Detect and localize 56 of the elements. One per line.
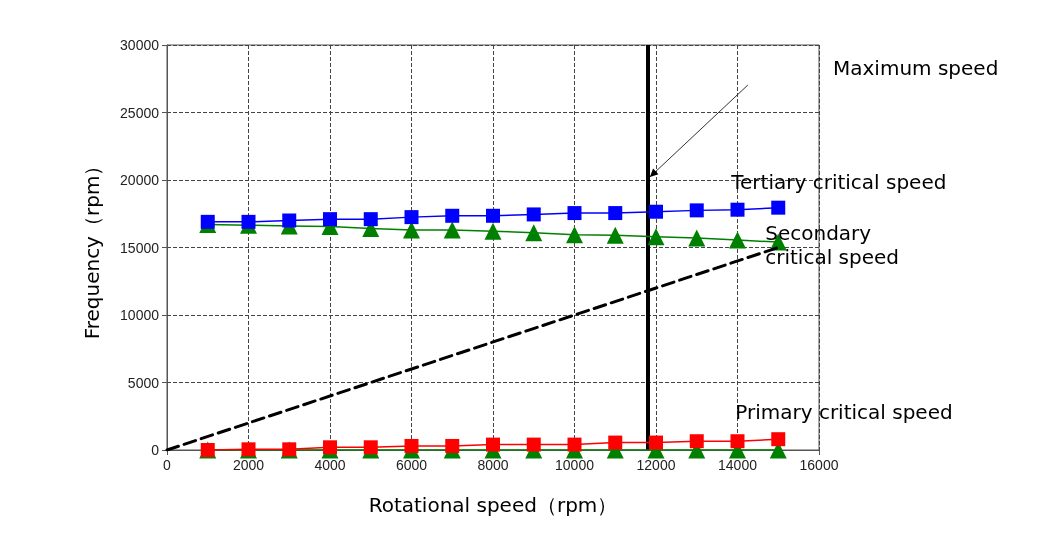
y-tick-label: 20000 [120,172,160,188]
point [404,438,419,453]
point [443,221,461,239]
point [567,437,582,452]
x-axis-title: Rotational speed（rpm） [368,493,618,517]
point [566,226,583,244]
point [323,212,337,227]
point [241,214,256,229]
point [525,224,543,242]
series-label: Secondary critical speed [765,221,900,270]
point [445,208,460,223]
y-tick-label: 10000 [120,307,160,323]
x-tick-label: 0 [163,457,172,473]
point [200,214,215,229]
point [771,432,786,447]
y-tick-label: 25000 [120,104,160,121]
point [649,435,663,450]
point [730,434,745,449]
point [730,202,745,217]
point [771,200,786,215]
point [606,226,624,244]
x-tick-label: 14000 [718,457,758,473]
series-label: Primary critical speed [735,400,953,425]
x-tick-label: 6000 [395,457,428,473]
point [363,440,378,455]
point [526,207,541,222]
point [608,435,623,450]
point [689,434,704,449]
point [567,206,582,221]
point [649,204,663,219]
y-tick-label: 0 [151,442,160,458]
text: Maximum speed [833,56,999,80]
y-tick-label: 15000 [120,239,160,256]
x-tick-label: 4000 [314,457,346,473]
point [647,228,665,246]
point [363,212,378,227]
point [689,203,704,218]
point [486,437,500,452]
point [323,440,337,455]
x-tick-label: 12000 [636,457,676,473]
x-tick-label: 2000 [232,457,265,473]
y-axis-title: Frequency（rpm） [80,155,104,340]
point [729,231,746,249]
point [486,208,500,223]
point [526,437,541,452]
point [282,213,297,228]
y-tick-label: 5000 [127,374,160,391]
point [404,210,419,225]
point [445,438,460,453]
y-tick-label: 30000 [120,37,160,53]
point [608,206,623,221]
point [688,229,706,247]
x-tick-label: 16000 [799,457,839,473]
point [484,222,502,240]
x-tick-label: 10000 [555,457,595,473]
x-tick-label: 8000 [477,457,509,473]
